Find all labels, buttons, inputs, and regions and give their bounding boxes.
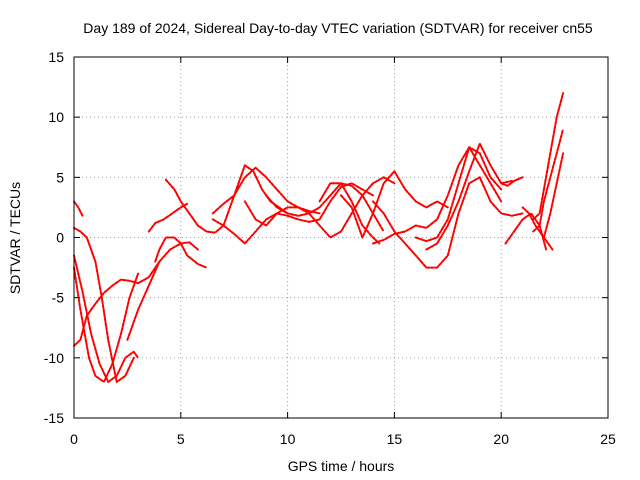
trace-sat-18 (414, 146, 503, 243)
trace-sat-20 (500, 176, 524, 187)
x-tick-label: 25 (600, 431, 616, 447)
trace-sat-5 (73, 200, 84, 217)
trace-sat-1 (73, 260, 161, 347)
trace-sat-8 (147, 202, 189, 233)
y-tick-label: -15 (44, 410, 64, 426)
axis-ticks: 0 5 10 15 20 25 -15 -10 -5 0 5 10 15 (44, 49, 616, 447)
trace-sat-2 (73, 254, 140, 383)
x-axis-label: GPS time / hours (288, 458, 395, 474)
y-tick-label: 0 (56, 230, 64, 246)
trace-sat-15 (340, 170, 449, 239)
data-traces (73, 92, 565, 383)
y-tick-label: 5 (56, 169, 64, 185)
x-tick-label: 15 (387, 431, 403, 447)
y-tick-label: -10 (44, 350, 64, 366)
trace-sat-13 (265, 182, 385, 233)
trace-sat-17 (372, 146, 503, 245)
trace-sat-21 (504, 212, 548, 251)
trace-sat-19 (425, 142, 513, 251)
x-tick-label: 10 (280, 431, 296, 447)
x-tick-label: 20 (493, 431, 509, 447)
y-axis-label: SDTVAR / TECUs (7, 182, 23, 294)
trace-sat-4 (73, 266, 140, 383)
trace-sat-7 (154, 236, 208, 269)
grid-lines (74, 57, 608, 418)
x-tick-label: 5 (177, 431, 185, 447)
y-tick-label: 15 (48, 49, 64, 65)
trace-sat-14 (318, 182, 381, 245)
trace-sat-25 (542, 152, 565, 239)
trace-sat-23 (532, 92, 565, 221)
trace-sat-22 (521, 206, 554, 251)
trace-sat-24 (532, 128, 565, 233)
chart-title: Day 189 of 2024, Sidereal Day-to-day VTE… (83, 20, 593, 36)
x-tick-label: 0 (70, 431, 78, 447)
trace-sat-16 (372, 176, 524, 269)
y-tick-label: 10 (48, 109, 64, 125)
trace-sat-6 (126, 241, 199, 341)
trace-sat-12 (243, 176, 396, 239)
trace-sat-3 (73, 226, 135, 383)
trace-sat-10 (211, 166, 321, 215)
y-tick-label: -5 (52, 290, 65, 306)
